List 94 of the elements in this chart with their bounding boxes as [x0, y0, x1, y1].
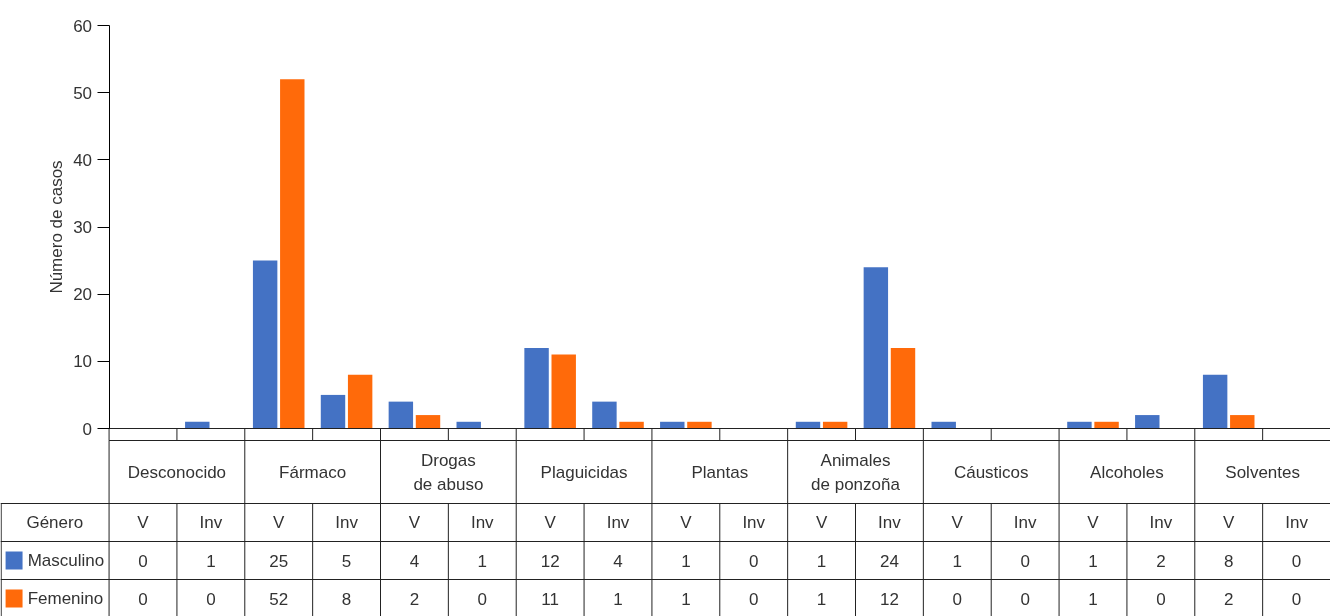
x-tick-label: V: [680, 513, 693, 532]
x-tick-label: Inv: [878, 513, 902, 532]
data-label: 11: [541, 589, 559, 609]
bar: [687, 421, 712, 429]
data-label: 0: [1291, 551, 1302, 571]
text: Cáusticos: [953, 463, 1029, 482]
data-label: 12: [540, 551, 560, 571]
bar: [592, 401, 617, 429]
bar: [388, 401, 414, 429]
bar: [619, 421, 644, 429]
bar: [1135, 415, 1160, 429]
bar: [1067, 421, 1092, 429]
legend-title: Género: [26, 513, 84, 532]
y-tick-label: 30: [73, 218, 93, 237]
x-tick-label: Inv: [335, 513, 359, 532]
data-label: 1: [206, 551, 216, 571]
data-label: 4: [613, 551, 623, 571]
data-label: 0: [1020, 589, 1030, 609]
data-label: 2: [1156, 551, 1166, 571]
text: Drogas de abuso: [413, 450, 484, 495]
x-tick-label: V: [1087, 513, 1100, 532]
data-label: 2: [409, 589, 420, 609]
legend-label: Masculino: [27, 551, 105, 570]
x-tick-label: Inv: [1013, 513, 1037, 532]
data-label: 1: [681, 589, 691, 609]
data-label: 1: [613, 589, 623, 609]
data-label: 4: [409, 551, 420, 571]
x-tick-label: V: [1223, 513, 1236, 532]
bar: [660, 421, 685, 429]
x-tick-label: Inv: [606, 513, 630, 532]
y-tick-label: 60: [73, 16, 93, 36]
data-label: 0: [748, 551, 759, 571]
text: Plantas: [691, 463, 749, 482]
data-label: 0: [748, 589, 759, 609]
x-tick-label: Inv: [199, 513, 223, 532]
text: Plaguicidas: [540, 463, 628, 482]
bar: [280, 79, 305, 429]
y-axis-title: Número de casos: [46, 160, 66, 294]
data-label: 0: [1020, 551, 1030, 571]
x-tick-label: Inv: [470, 513, 495, 532]
x-tick-label: V: [408, 513, 421, 532]
x-tick-label: Inv: [742, 513, 766, 532]
x-tick-label: Inv: [1149, 513, 1173, 532]
data-label: 8: [341, 589, 352, 609]
x-tick-label: V: [951, 513, 964, 532]
data-label: 1: [1088, 589, 1098, 609]
data-label: 8: [1223, 551, 1234, 571]
text: Animales de ponzoña: [811, 450, 901, 495]
bar: [863, 267, 889, 429]
bar: [1202, 374, 1228, 429]
bar: [551, 354, 576, 429]
data-label: 1: [681, 551, 691, 571]
bar: [524, 347, 549, 429]
y-tick-label: 40: [73, 150, 93, 170]
data-label: 24: [879, 551, 899, 571]
data-label: 1: [816, 551, 827, 571]
data-label: 0: [138, 589, 148, 609]
bar: [1230, 415, 1255, 429]
x-tick-label: Inv: [1285, 513, 1309, 532]
text: Desconocido: [127, 463, 227, 482]
data-label: 1: [952, 551, 963, 571]
data-label: 12: [879, 589, 899, 609]
x-tick-label: V: [815, 513, 828, 532]
y-tick-label: 20: [73, 285, 93, 305]
data-label: 0: [952, 589, 963, 609]
bar: [415, 415, 441, 429]
data-label: 1: [477, 551, 488, 571]
x-tick-label: V: [137, 513, 150, 532]
y-tick-label: 50: [73, 83, 93, 103]
data-label: 0: [1291, 589, 1302, 609]
bar: [252, 260, 278, 429]
data-label: 0: [1156, 589, 1166, 609]
data-label: 1: [816, 589, 827, 609]
bar: [1094, 421, 1119, 429]
y-tick-label: 10: [73, 352, 93, 372]
x-tick-label: V: [273, 513, 286, 532]
bar: [185, 421, 210, 429]
legend-label: Femenino: [27, 589, 104, 608]
data-label: 0: [206, 589, 216, 609]
text: Alcoholes: [1090, 463, 1164, 482]
text: Solventes: [1225, 463, 1300, 482]
data-label: 5: [341, 551, 352, 571]
text: Fármaco: [279, 463, 347, 482]
data-label: 2: [1223, 589, 1234, 609]
data-label: 1: [1088, 551, 1098, 571]
x-tick-label: V: [544, 513, 557, 532]
data-label: 0: [477, 589, 488, 609]
data-label: 52: [269, 589, 289, 609]
bar: [320, 394, 346, 429]
data-label: 0: [138, 551, 148, 571]
y-tick-label: 0: [82, 419, 93, 439]
bar: [890, 347, 916, 429]
bar: [347, 374, 373, 429]
data-label: 25: [269, 551, 289, 571]
